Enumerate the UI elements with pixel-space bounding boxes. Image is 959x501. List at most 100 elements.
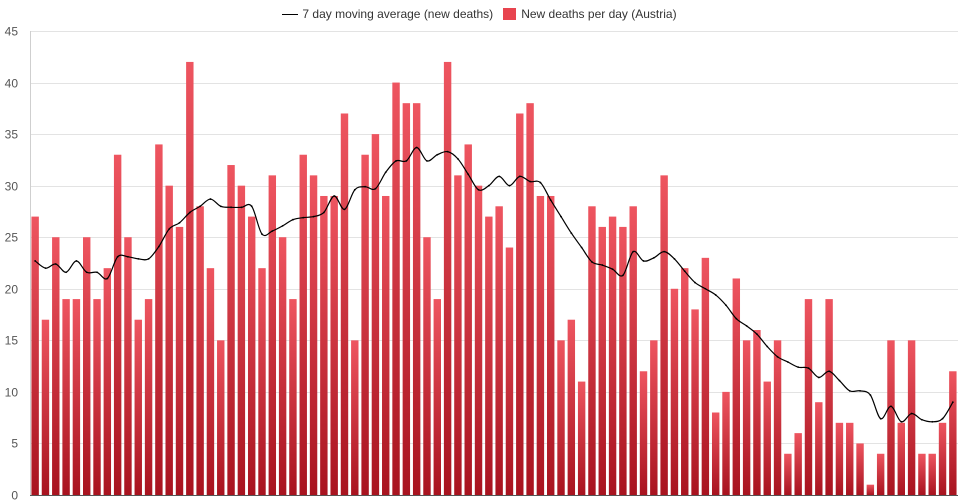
bar[interactable] [83,237,91,495]
bar[interactable] [340,113,349,496]
bar[interactable] [825,299,833,495]
bar[interactable] [526,103,534,496]
bar[interactable] [742,340,751,495]
bar[interactable] [196,206,204,496]
bar[interactable] [113,154,122,496]
bar[interactable] [701,257,710,495]
bar[interactable] [547,195,555,496]
bar[interactable] [495,206,503,496]
bar[interactable] [670,288,679,495]
bar[interactable] [804,299,813,495]
bar[interactable] [681,268,689,495]
bar[interactable] [330,195,338,496]
bar[interactable] [217,340,225,495]
bar[interactable] [732,278,741,495]
bar[interactable] [227,165,235,496]
bar[interactable] [72,299,81,495]
bar[interactable] [165,185,173,496]
bar[interactable] [711,412,720,495]
bar[interactable] [371,134,380,496]
bar[interactable] [206,268,215,495]
bar[interactable] [423,237,431,495]
bar[interactable] [41,319,50,495]
bar[interactable] [412,103,421,496]
line-point [250,205,253,208]
bar[interactable] [691,309,699,495]
bar[interactable] [103,268,112,495]
bar[interactable] [93,299,101,495]
bar[interactable] [639,371,648,495]
bar[interactable] [876,453,885,495]
bar[interactable] [402,103,411,496]
bar[interactable] [887,340,895,495]
bar[interactable] [577,381,586,495]
bar[interactable] [629,206,637,496]
legend-item-new-deaths[interactable]: New deaths per day (Austria) [503,7,677,21]
bar[interactable] [320,195,328,496]
bar[interactable] [392,82,400,495]
bar[interactable] [516,113,524,496]
line-point [807,367,810,370]
bar[interactable] [485,216,493,495]
bar[interactable] [835,422,844,495]
legend-item-moving-average[interactable]: 7 day moving average (new deaths) [282,7,493,21]
line-point [745,325,748,327]
bar[interactable] [237,185,246,496]
bar[interactable] [846,422,854,495]
bar[interactable] [619,226,627,495]
bar[interactable] [907,340,916,495]
bar[interactable] [134,319,142,495]
bar[interactable] [155,144,163,496]
bar[interactable] [505,247,514,495]
bar[interactable] [124,237,132,495]
bar[interactable] [299,154,307,496]
bar[interactable] [763,381,771,495]
bar[interactable] [382,195,390,496]
bar[interactable] [536,195,545,496]
bar[interactable] [433,299,441,495]
bar[interactable] [454,175,462,496]
bar[interactable] [351,340,359,495]
bar[interactable] [608,216,617,495]
bar[interactable] [62,299,70,495]
bar[interactable] [361,154,369,496]
line-point [828,370,831,373]
bar[interactable] [289,299,297,495]
bar[interactable] [784,453,792,495]
bar[interactable] [309,175,318,496]
bar[interactable] [567,319,576,495]
bar[interactable] [650,340,658,495]
bar[interactable] [753,330,761,495]
bar[interactable] [722,391,730,495]
bar[interactable] [897,422,905,495]
bar[interactable] [928,453,936,495]
bar[interactable] [258,268,266,495]
bar[interactable] [938,422,947,495]
bar[interactable] [247,216,256,495]
bar[interactable] [866,484,875,495]
bar[interactable] [443,61,452,496]
bar[interactable] [52,237,60,495]
y-tick-label: 30 [5,180,19,194]
bar[interactable] [474,185,483,496]
bar[interactable] [949,371,957,495]
bar[interactable] [144,299,153,495]
bar[interactable] [31,216,39,495]
bar[interactable] [815,402,823,495]
bar[interactable] [918,453,926,495]
bar[interactable] [186,61,194,496]
bar[interactable] [175,226,184,495]
bar[interactable] [856,443,864,495]
bar[interactable] [598,226,606,495]
bar[interactable] [278,237,287,495]
line-point [941,417,944,420]
bar[interactable] [464,144,472,496]
bar[interactable] [794,433,802,495]
bar[interactable] [660,175,668,496]
bar[interactable] [268,175,277,496]
bar[interactable] [773,340,782,495]
line-point [725,304,727,307]
line-point [694,281,696,284]
bar[interactable] [588,206,596,496]
bar[interactable] [557,340,565,495]
